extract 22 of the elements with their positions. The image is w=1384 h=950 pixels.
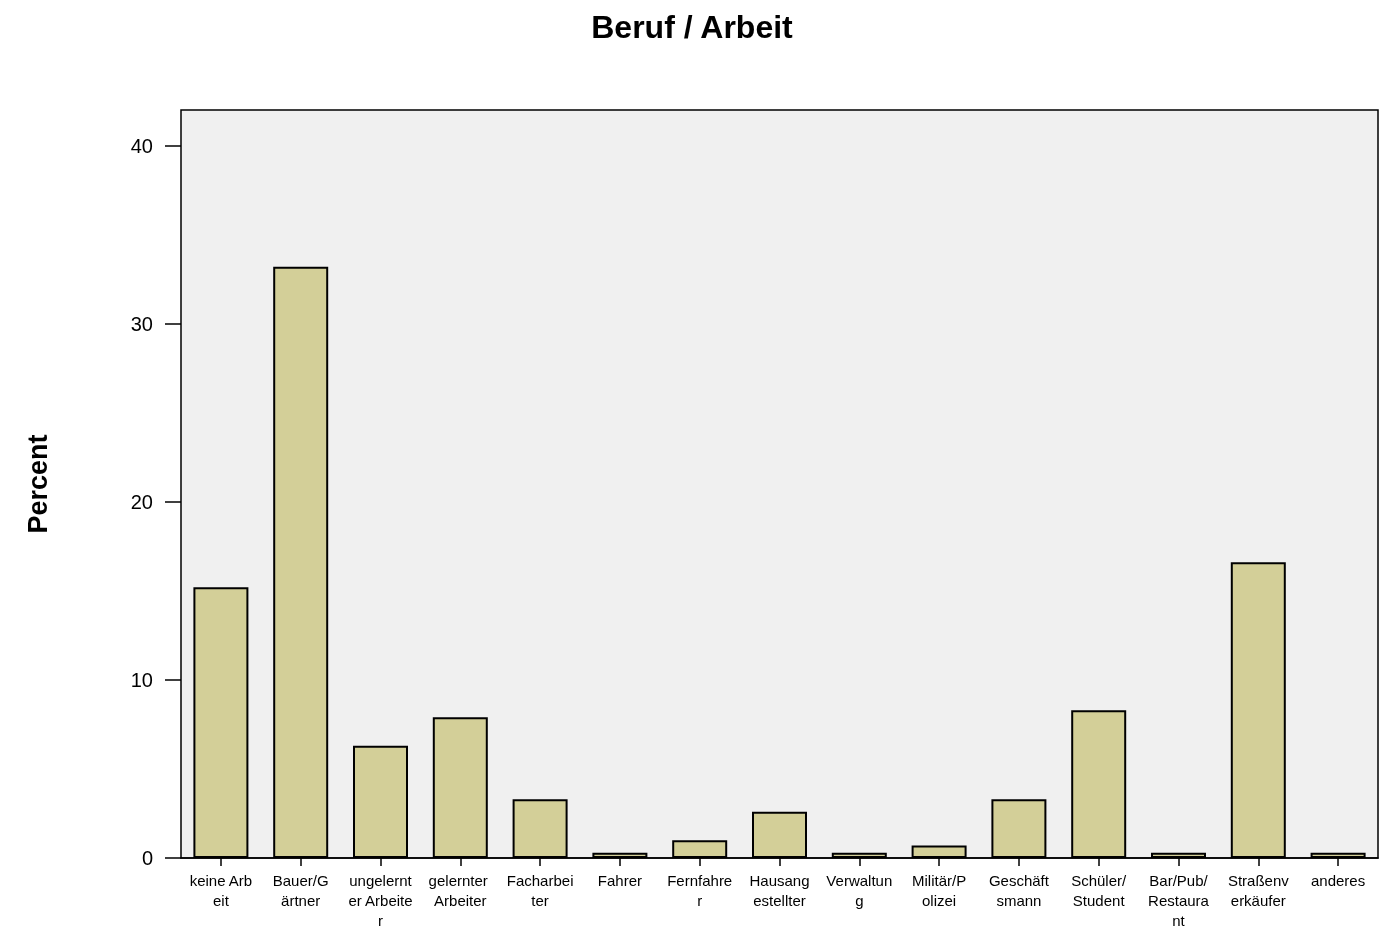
x-tick-label: Facharbeiter [506,871,574,909]
x-tick-label: Geschäftsmann [988,871,1050,909]
x-tick-label: Verwaltung [826,871,893,909]
x-tick-label: Bar/Pub/Restaurant [1148,871,1210,929]
y-tick-label: 30 [130,312,153,335]
x-tick-label: keine Arbeit [189,871,253,909]
x-tick-label: Militär/Polizei [912,871,967,909]
x-tick-label: Straßenverkäufer [1227,871,1290,909]
y-tick-label: 40 [130,134,153,157]
y-tick-label: 10 [130,668,153,691]
x-tick-label: Hausangestellter [749,871,810,909]
x-tick-label: Fernfahrer [667,871,733,909]
y-axis-title: Percent [22,434,53,534]
x-tick-label: Fahrer [597,871,642,889]
x-tick-label: Bauer/Gärtner [272,871,329,909]
x-tick-label: gelernter Arbeiter [428,871,492,909]
x-tick-label: ungelernter Arbeiter [348,871,413,929]
y-tick-label: 0 [141,847,153,869]
y-tick-label: 20 [130,490,153,513]
x-tick-label: anderes [1310,871,1366,889]
chart-title: Beruf / Arbeit [591,9,794,45]
x-tick-label: Schüler/Student [1071,871,1128,909]
